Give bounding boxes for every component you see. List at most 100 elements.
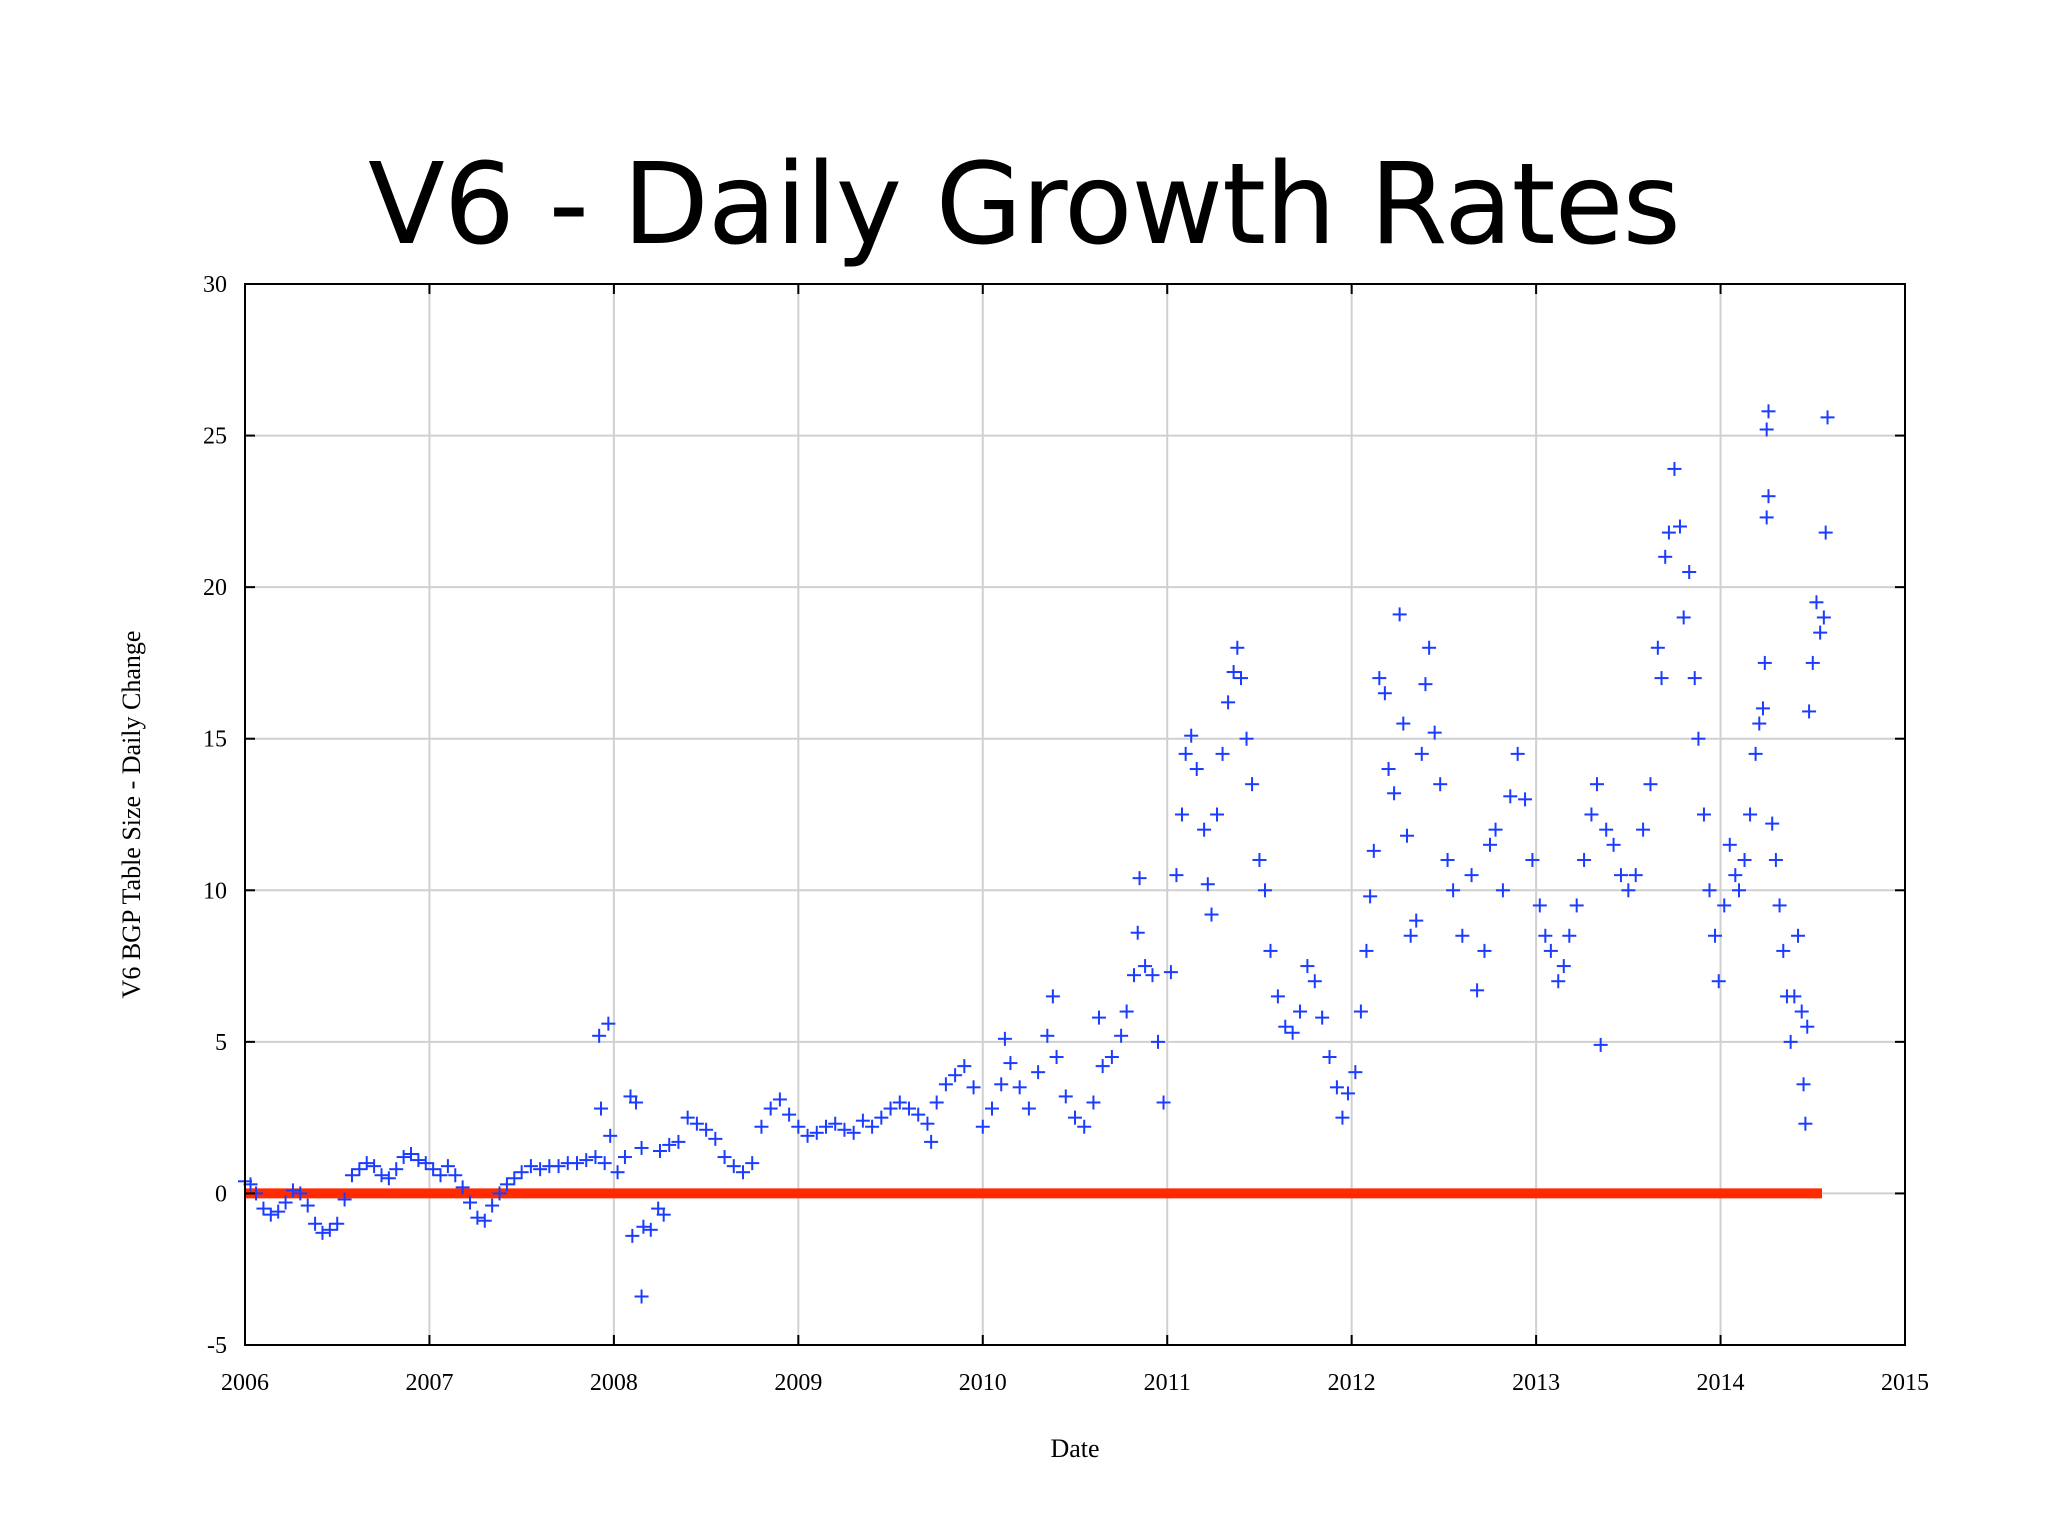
y-tick-label: 10 (203, 878, 227, 904)
data-point (1483, 837, 1497, 852)
data-point (1711, 974, 1726, 989)
data-point (1104, 1050, 1119, 1065)
data-point (1163, 965, 1178, 980)
data-point (1418, 677, 1433, 692)
data-point (1805, 655, 1820, 670)
data-point (411, 1153, 426, 1168)
data-point (1400, 828, 1414, 843)
data-point (809, 1125, 824, 1140)
data-point (404, 1147, 418, 1162)
data-point (1743, 807, 1758, 822)
y-tick-label: 5 (215, 1030, 227, 1056)
data-point (865, 1119, 880, 1134)
data-point (1562, 928, 1577, 943)
data-point (374, 1168, 389, 1183)
data-point (1787, 989, 1802, 1004)
data-point (1270, 989, 1285, 1004)
data-point (1613, 868, 1628, 883)
data-point (653, 1143, 667, 1158)
data-point (1422, 640, 1437, 655)
data-point (1433, 777, 1448, 792)
x-tick-label: 2011 (1144, 1370, 1191, 1396)
data-point (1488, 822, 1503, 837)
x-tick-label: 2010 (959, 1370, 1007, 1396)
data-point (1174, 807, 1189, 822)
data-point (1525, 852, 1540, 867)
data-point (699, 1122, 714, 1137)
y-tick-label: 15 (203, 727, 227, 753)
data-point (601, 1016, 616, 1031)
data-point (1543, 943, 1558, 958)
data-point (1200, 877, 1215, 892)
data-point (1599, 822, 1614, 837)
data-point (924, 1134, 939, 1149)
data-point (1440, 852, 1455, 867)
data-point (1755, 701, 1770, 716)
data-point (1245, 777, 1260, 792)
data-point (828, 1116, 843, 1131)
data-point (322, 1222, 337, 1237)
data-point (1329, 1080, 1344, 1095)
data-point (1285, 1025, 1300, 1040)
data-point (1556, 959, 1571, 974)
data-point (507, 1171, 522, 1186)
data-point (625, 1228, 640, 1243)
data-point (1132, 871, 1147, 886)
data-point (1759, 510, 1774, 525)
data-point (1353, 1004, 1368, 1019)
slide-title: V6 - Daily Growth Rates (368, 140, 1681, 270)
data-point (499, 1177, 514, 1192)
data-point (1667, 461, 1682, 476)
data-point (1091, 1010, 1106, 1025)
data-point (689, 1116, 704, 1131)
data-point (634, 1140, 649, 1155)
x-tick-label: 2007 (405, 1370, 453, 1396)
data-point (514, 1165, 529, 1180)
data-point (551, 1159, 566, 1174)
data-point (593, 1101, 608, 1116)
data-point (1748, 746, 1763, 761)
data-point (570, 1156, 584, 1171)
data-point (1654, 671, 1669, 686)
data-point (636, 1219, 651, 1234)
data-point (1503, 789, 1518, 804)
data-point (1732, 883, 1746, 898)
data-point (1226, 665, 1241, 680)
data-point (597, 1156, 612, 1171)
data-point (1796, 1077, 1811, 1092)
data-point (1761, 404, 1776, 419)
data-point (819, 1119, 833, 1134)
data-point (1278, 1019, 1293, 1034)
data-point (763, 1101, 778, 1116)
data-point (662, 1137, 677, 1152)
data-point (1464, 868, 1479, 883)
data-point (433, 1168, 448, 1183)
data-point (1717, 898, 1732, 913)
data-point (772, 1092, 787, 1107)
data-point (634, 1289, 649, 1304)
data-point (389, 1162, 404, 1177)
data-point (1636, 822, 1651, 837)
data-point (1446, 883, 1461, 898)
data-point (1210, 807, 1225, 822)
data-point (1477, 943, 1492, 958)
data-point (330, 1216, 345, 1231)
data-point (997, 1031, 1012, 1046)
data-point (985, 1101, 999, 1116)
y-tick-label: 25 (203, 424, 227, 450)
data-point (1215, 746, 1230, 761)
x-tick-label: 2012 (1328, 1370, 1376, 1396)
x-tick-label: 2015 (1881, 1370, 1929, 1396)
data-point (1621, 883, 1636, 898)
data-point (418, 1156, 433, 1171)
data-point (1045, 989, 1060, 1004)
data-point (1049, 1050, 1064, 1065)
data-point (1658, 549, 1673, 564)
data-point (1377, 686, 1392, 701)
data-point (381, 1171, 396, 1186)
data-point (1798, 1116, 1813, 1131)
data-point (736, 1165, 750, 1180)
data-point (1184, 728, 1199, 743)
x-tick-label: 2013 (1512, 1370, 1560, 1396)
data-point (1414, 746, 1429, 761)
